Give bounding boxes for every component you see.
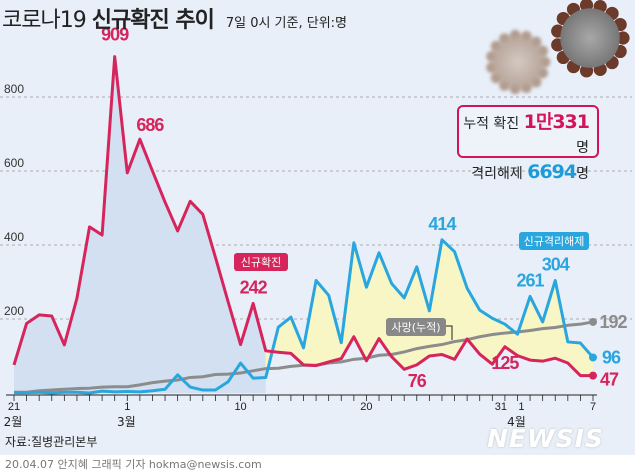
value-label: 909 [101, 25, 129, 45]
new-cases-end-marker [589, 371, 597, 380]
x-tick-label: 31 [495, 401, 507, 413]
x-tick-label: 1 [124, 401, 130, 413]
x-tick-label: 7 [590, 401, 596, 413]
x-tick-label: 20 [360, 401, 372, 413]
released-tag-bg [519, 232, 589, 250]
title-bold: 신규확진 추이 [91, 8, 215, 33]
deaths-end-marker [589, 317, 597, 326]
value-label: 261 [517, 270, 545, 290]
released-end-marker [589, 353, 597, 362]
value-label: 47 [600, 370, 619, 390]
title-light: 코로나19 [2, 8, 87, 33]
value-label: 125 [491, 353, 519, 373]
deaths-tag: 사망(누적) [391, 321, 440, 334]
x-tick-label: 1 [518, 401, 524, 413]
confirmed-unit: 명 [576, 140, 589, 156]
value-label: 414 [428, 214, 456, 234]
month-label: 2월 [4, 415, 23, 429]
source-note: 자료:질병관리본부 [5, 435, 98, 449]
confirmed-total: 누적 확진 1만331 명 [459, 110, 590, 160]
deaths-tag-bg [386, 318, 446, 336]
value-label: 304 [542, 255, 570, 275]
y-tick-label: 600 [4, 156, 24, 170]
virus-icon-blurred [486, 29, 551, 95]
credit-line: 20.04.07 안지혜 그래픽 기자 hokma@newsis.com [5, 458, 262, 471]
newsis-logo: NEWSIS [487, 424, 604, 453]
released-label: 격리해제 [471, 166, 523, 182]
released-total: 격리해제 6694명 [459, 160, 589, 186]
released-value: 6694 [527, 161, 577, 183]
x-tick-label: 21 [8, 401, 20, 413]
y-tick-label: 400 [4, 230, 24, 244]
deaths-tag-pointer [446, 325, 453, 340]
value-label: 242 [240, 277, 268, 297]
totals-box: 누적 확진 1만331명 격리해제 6694명 [457, 105, 599, 183]
value-label: 686 [136, 115, 164, 135]
chart-title: 코로나19 신규확진 추이 7일 0시 기준, 단위:명 [2, 2, 347, 34]
virus-illustration [486, 0, 630, 95]
value-label: 192 [599, 312, 627, 332]
title-subtitle: 7일 0시 기준, 단위:명 [225, 16, 347, 31]
virus-icon [551, 0, 630, 78]
month-label: 4월 [507, 415, 526, 429]
new-cases-tag: 신규확진 [241, 256, 281, 269]
month-label: 3월 [117, 415, 136, 429]
confirmed-label: 누적 확진 [463, 116, 520, 132]
y-tick-label: 200 [4, 304, 24, 318]
released-tag: 신규격리해제 [524, 234, 585, 248]
released-unit: 명 [576, 166, 589, 182]
new-cases-area [14, 56, 266, 394]
value-label: 96 [602, 347, 621, 367]
new-cases-tag-bg [234, 253, 288, 271]
confirmed-value: 1만331 [523, 111, 590, 133]
released-area [265, 239, 593, 378]
y-tick-label: 800 [4, 82, 24, 96]
value-label: 76 [408, 371, 427, 391]
x-tick-label: 10 [234, 401, 246, 413]
